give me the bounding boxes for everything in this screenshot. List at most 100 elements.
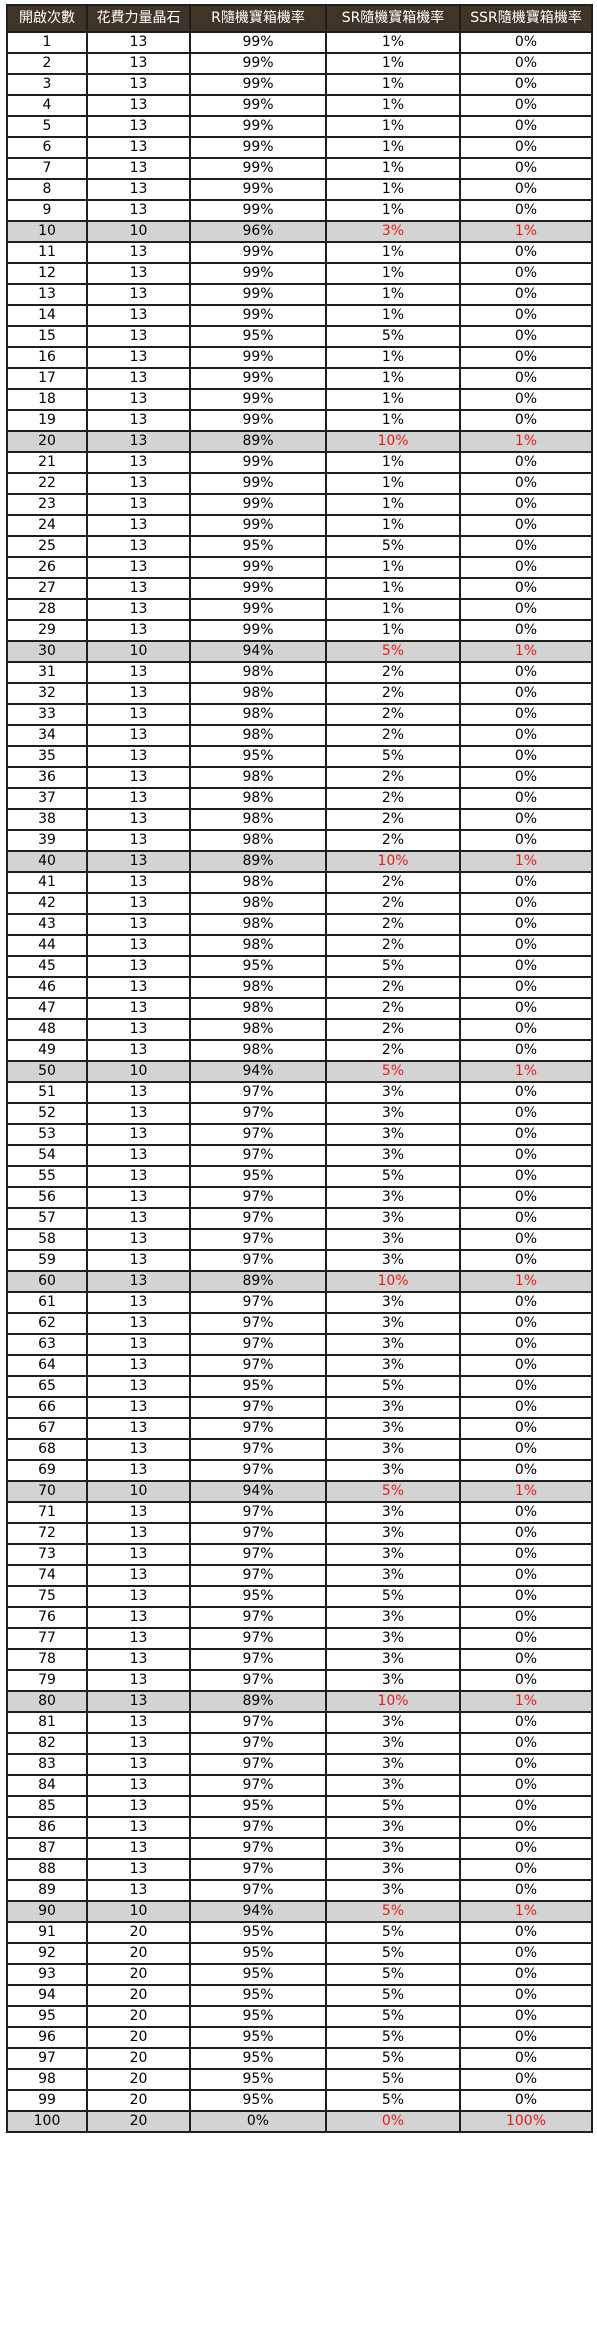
cell-r-rate: 95% [189,1795,327,1818]
cell-crystal-cost: 13 [86,598,191,621]
table-header: 開啟次數 花費力量晶石 R隨機寶箱機率 SR隨機寶箱機率 SSR隨機寶箱機率 [6,4,593,33]
cell-ssr-rate: 0% [459,1039,593,1062]
cell-open-count: 67 [6,1417,88,1440]
table-row: 14 13 99% 1% 0% [6,304,593,327]
cell-r-rate: 98% [189,787,327,810]
cell-r-rate: 99% [189,304,327,327]
cell-ssr-rate: 0% [459,829,593,852]
cell-sr-rate: 3% [325,1879,461,1902]
cell-sr-rate: 1% [325,31,461,54]
cell-r-rate: 97% [189,1753,327,1776]
cell-open-count: 11 [6,241,88,264]
cell-open-count: 58 [6,1228,88,1251]
cell-r-rate: 97% [189,1459,327,1482]
cell-open-count: 16 [6,346,88,369]
cell-r-rate: 89% [189,430,327,453]
cell-open-count: 14 [6,304,88,327]
cell-crystal-cost: 13 [86,1459,191,1482]
table-row: 86 13 97% 3% 0% [6,1816,593,1839]
cell-open-count: 79 [6,1669,88,1692]
cell-sr-rate: 2% [325,787,461,810]
table-row: 18 13 99% 1% 0% [6,388,593,411]
cell-open-count: 75 [6,1585,88,1608]
cell-open-count: 52 [6,1102,88,1125]
cell-open-count: 17 [6,367,88,390]
cell-open-count: 71 [6,1501,88,1524]
cell-open-count: 74 [6,1564,88,1587]
cell-ssr-rate: 0% [459,1186,593,1209]
cell-ssr-rate: 0% [459,1459,593,1482]
cell-r-rate: 95% [189,2068,327,2091]
table-row: 32 13 98% 2% 0% [6,682,593,705]
cell-crystal-cost: 13 [86,346,191,369]
table-row: 79 13 97% 3% 0% [6,1669,593,1692]
table-row: 85 13 95% 5% 0% [6,1795,593,1818]
cell-open-count: 19 [6,409,88,432]
cell-crystal-cost: 13 [86,724,191,747]
cell-open-count: 40 [6,850,88,873]
cell-open-count: 96 [6,2026,88,2049]
table-row: 24 13 99% 1% 0% [6,514,593,537]
cell-r-rate: 97% [189,1879,327,1902]
cell-sr-rate: 5% [325,2005,461,2028]
cell-ssr-rate: 0% [459,1963,593,1986]
cell-ssr-rate: 0% [459,1333,593,1356]
cell-open-count: 78 [6,1648,88,1671]
cell-crystal-cost: 13 [86,913,191,936]
cell-crystal-cost: 13 [86,1627,191,1650]
cell-sr-rate: 3% [325,1711,461,1734]
cell-open-count: 53 [6,1123,88,1146]
table-row: 11 13 99% 1% 0% [6,241,593,264]
cell-r-rate: 95% [189,325,327,348]
cell-ssr-rate: 0% [459,1648,593,1671]
cell-open-count: 51 [6,1081,88,1104]
table-row: 43 13 98% 2% 0% [6,913,593,936]
cell-crystal-cost: 13 [86,619,191,642]
cell-sr-rate: 2% [325,913,461,936]
table-row: 47 13 98% 2% 0% [6,997,593,1020]
table-row: 53 13 97% 3% 0% [6,1123,593,1146]
cell-sr-rate: 3% [325,1333,461,1356]
cell-open-count: 68 [6,1438,88,1461]
cell-crystal-cost: 13 [86,1396,191,1419]
cell-r-rate: 95% [189,1984,327,2007]
table-row: 89 13 97% 3% 0% [6,1879,593,1902]
cell-sr-rate: 2% [325,766,461,789]
cell-sr-rate: 3% [325,1732,461,1755]
cell-r-rate: 99% [189,556,327,579]
cell-ssr-rate: 0% [459,1795,593,1818]
cell-crystal-cost: 13 [86,1753,191,1776]
cell-r-rate: 98% [189,766,327,789]
table-row: 80 13 89% 10% 1% [6,1690,593,1713]
table-row: 42 13 98% 2% 0% [6,892,593,915]
cell-sr-rate: 2% [325,724,461,747]
cell-ssr-rate: 0% [459,199,593,222]
cell-open-count: 47 [6,997,88,1020]
cell-open-count: 81 [6,1711,88,1734]
cell-ssr-rate: 0% [459,1501,593,1524]
cell-ssr-rate: 0% [459,2089,593,2112]
cell-crystal-cost: 13 [86,1438,191,1461]
cell-open-count: 42 [6,892,88,915]
cell-crystal-cost: 10 [86,640,191,663]
cell-r-rate: 99% [189,283,327,306]
cell-sr-rate: 2% [325,808,461,831]
cell-ssr-rate: 0% [459,1753,593,1776]
cell-r-rate: 97% [189,1774,327,1797]
cell-sr-rate: 3% [325,1354,461,1377]
table-row: 64 13 97% 3% 0% [6,1354,593,1377]
cell-crystal-cost: 13 [86,94,191,117]
cell-sr-rate: 5% [325,1060,461,1083]
cell-sr-rate: 5% [325,1942,461,1965]
cell-sr-rate: 3% [325,1522,461,1545]
cell-crystal-cost: 10 [86,220,191,243]
cell-open-count: 32 [6,682,88,705]
cell-ssr-rate: 0% [459,598,593,621]
cell-open-count: 59 [6,1249,88,1272]
table-row: 50 10 94% 5% 1% [6,1060,593,1083]
cell-open-count: 34 [6,724,88,747]
cell-sr-rate: 5% [325,1375,461,1398]
cell-sr-rate: 3% [325,1144,461,1167]
cell-crystal-cost: 13 [86,31,191,54]
cell-sr-rate: 3% [325,1816,461,1839]
